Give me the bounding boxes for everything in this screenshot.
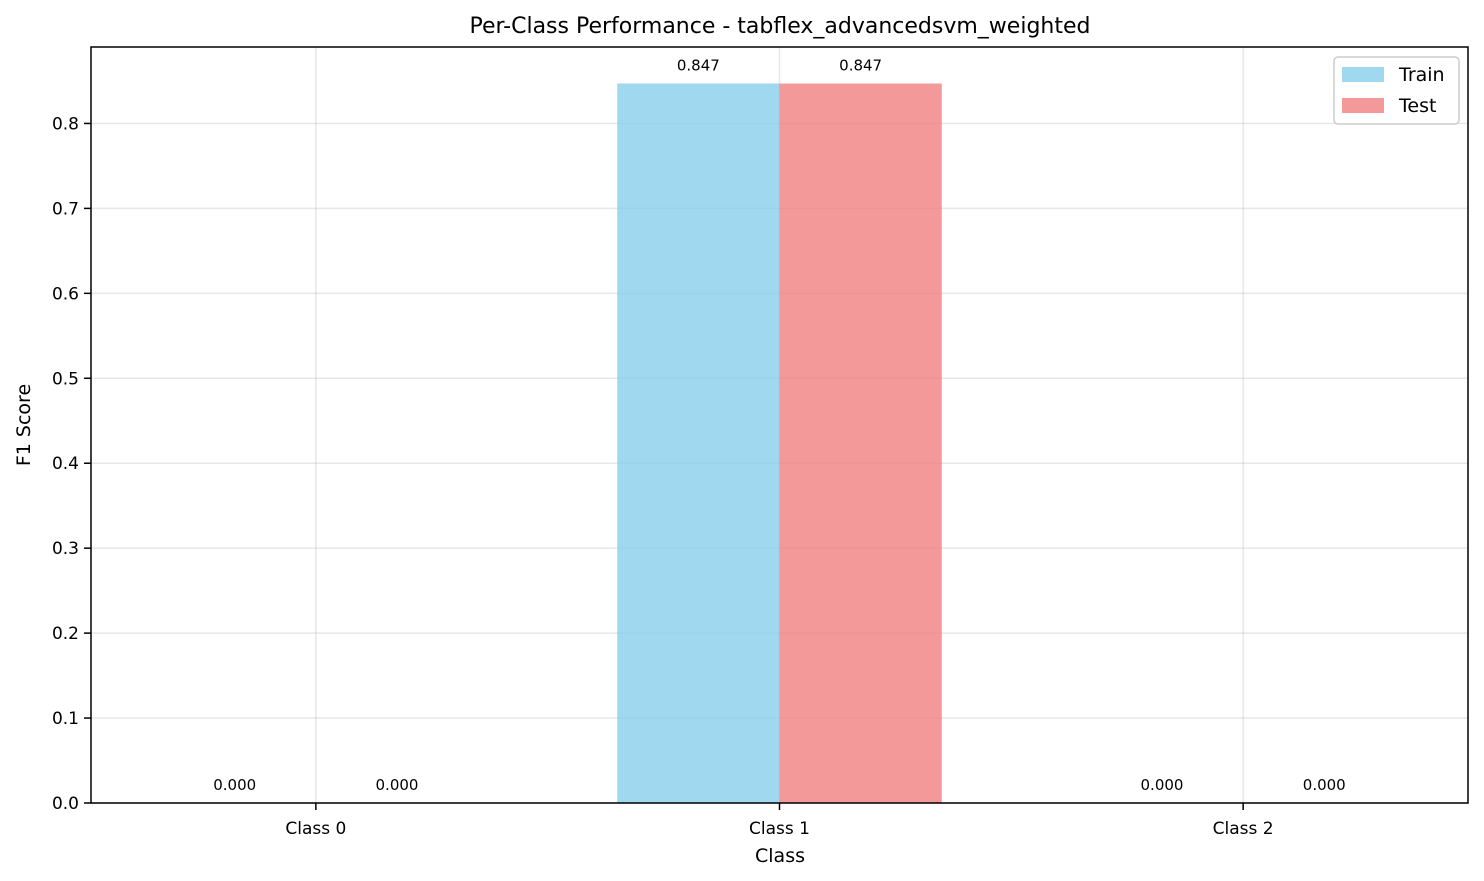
bar-value-label: 0.000 <box>1303 776 1346 794</box>
y-tick-label: 0.2 <box>52 624 79 644</box>
y-axis: 0.0 0.1 0.2 0.3 0.4 0.5 0.6 0.7 0.8 <box>52 114 91 814</box>
y-tick-label: 0.6 <box>52 284 79 304</box>
bar-value-labels: 0.000 0.847 0.000 0.000 0.847 0.000 <box>213 57 1345 794</box>
legend-label-test: Test <box>1398 95 1436 117</box>
bar-value-label: 0.847 <box>839 57 882 75</box>
x-tick-label: Class 0 <box>285 819 346 839</box>
x-axis: Class 0 Class 1 Class 2 <box>285 803 1274 839</box>
bar-value-label: 0.000 <box>376 776 419 794</box>
chart-title: Per-Class Performance - tabflex_advanced… <box>470 14 1091 39</box>
legend-swatch-test <box>1342 98 1384 113</box>
legend: Train Test <box>1333 56 1460 125</box>
bar-value-label: 0.000 <box>213 776 256 794</box>
x-axis-label: Class <box>755 845 805 867</box>
y-tick-label: 0.0 <box>52 794 79 814</box>
y-tick-label: 0.3 <box>52 539 79 559</box>
bar-value-label: 0.000 <box>1141 776 1184 794</box>
bar-train-1 <box>617 83 780 804</box>
legend-swatch-train <box>1342 67 1384 82</box>
bar-value-label: 0.847 <box>677 57 720 75</box>
legend-label-train: Train <box>1398 64 1445 86</box>
y-tick-label: 0.7 <box>52 199 79 219</box>
bar-test-1 <box>779 83 942 804</box>
y-tick-label: 0.8 <box>52 114 79 134</box>
x-tick-label: Class 1 <box>749 819 810 839</box>
y-tick-label: 0.4 <box>52 454 79 474</box>
y-tick-label: 0.1 <box>52 709 79 729</box>
x-tick-label: Class 2 <box>1213 819 1274 839</box>
y-axis-label: F1 Score <box>13 384 35 466</box>
bars <box>617 83 942 804</box>
y-tick-label: 0.5 <box>52 369 79 389</box>
